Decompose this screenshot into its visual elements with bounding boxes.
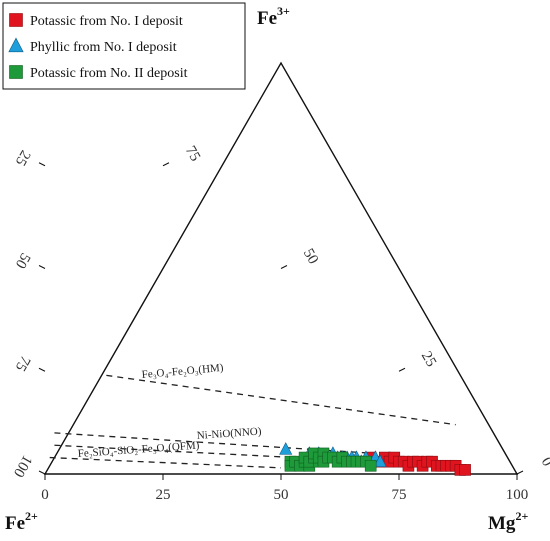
bottom-tick-label: 25: [156, 487, 171, 503]
right-tick: [162, 162, 170, 167]
data-point-square: [459, 464, 471, 476]
apex-top-label: Fe3+: [257, 4, 290, 29]
right-tick-label: 25: [418, 349, 439, 370]
bottom-tick-label: 50: [274, 487, 289, 503]
legend-box: [2, 2, 246, 90]
bottom-tick-label: 75: [392, 487, 407, 503]
legend-label: Potassic from No. II deposit: [30, 66, 188, 81]
left-tick-label: 100: [10, 452, 35, 479]
buffer-label: Fe₃O₄-Fe₂O₃(HM): [141, 362, 224, 381]
series-2: [284, 447, 377, 472]
left-tick-label: 25: [12, 147, 33, 168]
legend-label: Phyllic from No. I deposit: [30, 40, 177, 55]
buffer-labels: Fe₃O₄-Fe₂O₃(HM) Ni-NiO(NNO)Fe₂SiO₄-SiO₂-F…: [77, 362, 262, 460]
data-point-square: [364, 459, 377, 472]
left-tick: [38, 265, 46, 269]
apex-top-label-sup: 3+: [277, 4, 290, 18]
apex-left-label-sup: 2+: [25, 509, 38, 523]
buffer-label: Ni-NiO(NNO): [196, 425, 262, 442]
right-tick: [398, 367, 406, 372]
right-tick-label: 50: [300, 246, 321, 267]
right-tick-label: 75: [182, 143, 203, 164]
right-tick-label: 0: [538, 455, 550, 469]
left-tick: [38, 470, 46, 475]
data-point-square: [9, 65, 23, 79]
left-tick-label: 50: [12, 250, 33, 271]
series-0: [364, 451, 471, 476]
left-tick: [38, 162, 46, 167]
legend: Potassic from No. I deposit Phyllic from …: [2, 2, 246, 90]
apex-right-label-sup: 2+: [515, 509, 528, 523]
bottom-tick-label: 0: [41, 487, 49, 503]
legend-label: Potassic from No. I deposit: [30, 14, 183, 29]
right-tick: [516, 470, 524, 475]
data-point-triangle: [8, 37, 24, 53]
data-points: [279, 442, 471, 476]
axis-ticks: 025507510010075502501007550250: [10, 37, 550, 503]
bottom-tick-label: 100: [506, 487, 529, 503]
buffer-label: Fe₂SiO₄-SiO₂-Fe₃O₄(QFM): [77, 439, 200, 459]
data-point-triangle: [279, 442, 293, 455]
right-tick: [280, 265, 288, 269]
data-point-triangle: [373, 454, 387, 467]
apex-right-label: Mg2+: [488, 509, 528, 534]
data-point-square: [9, 13, 23, 27]
buffer-line: [49, 456, 282, 469]
buffer-line: [106, 374, 456, 426]
left-tick-label: 75: [12, 353, 33, 374]
left-tick: [38, 367, 46, 372]
apex-left-label: Fe2+: [5, 509, 38, 534]
